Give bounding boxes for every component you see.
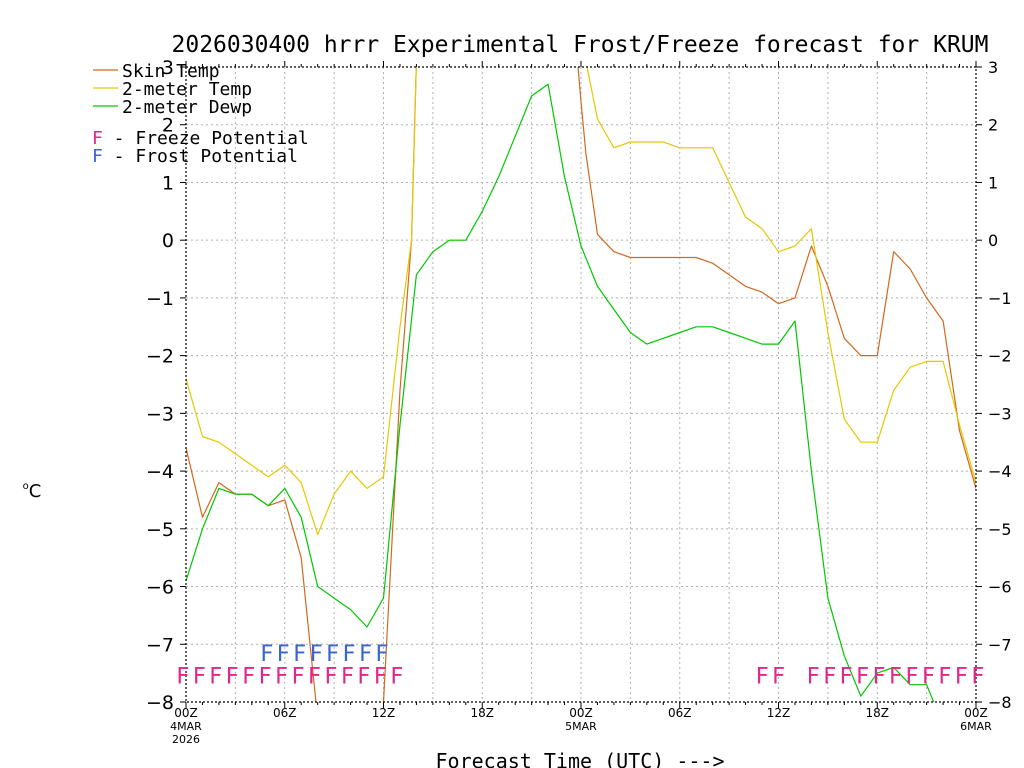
axes: −8 −8 −7 −7 −6 −6 −5 −5 −4 −4 −3 −3 −2 −2 −1 −1 0 0 1 1 2 2 3 3… [146, 57, 1012, 746]
y-tick-label-right: −1 [988, 289, 1012, 308]
freeze-marker: F [275, 664, 288, 689]
freeze-marker: F [839, 664, 852, 689]
freeze-marker: F [938, 664, 951, 689]
legend-freeze: F - Freeze Potential [92, 128, 309, 149]
frost-marker: F [309, 642, 322, 667]
freeze-marker: F [806, 664, 819, 689]
freeze-marker: F [922, 664, 935, 689]
legend-label: 2-meter Dewp [122, 97, 252, 118]
y-tick-label-right: −5 [988, 520, 1012, 539]
y-tick-label: −6 [146, 577, 174, 599]
y-tick-label: −7 [146, 634, 174, 656]
y-tick-label-right: 3 [988, 58, 998, 77]
frost-marker: F [326, 642, 339, 667]
legend-label: 2-meter Temp [122, 79, 252, 100]
freeze-marker: F [772, 664, 785, 689]
y-tick-label-right: −8 [988, 693, 1012, 712]
y-tick-label: −3 [146, 403, 174, 425]
freeze-marker: F [242, 664, 255, 689]
frost-marker: F [359, 642, 372, 667]
y-tick-label-right: −4 [988, 462, 1012, 481]
y-axis-label: oC [23, 481, 42, 502]
series-line-dewp [186, 83, 935, 702]
x-tick-label: 00Z [964, 706, 988, 720]
freeze-marker: F [955, 664, 968, 689]
y-tick-label: −8 [146, 692, 174, 714]
frost-letter: F [92, 146, 103, 167]
x-tick-label: 18Z [866, 706, 890, 720]
freeze-marker: F [258, 664, 271, 689]
x-tick-label: 18Z [471, 706, 495, 720]
legend-label: Skin Temp [122, 61, 220, 82]
freeze-marker: F [872, 664, 885, 689]
x-tick-year: 2026 [172, 733, 200, 746]
freeze-marker: F [324, 664, 337, 689]
gridlines [186, 67, 976, 702]
x-tick-date: 6MAR [960, 720, 992, 733]
freeze-marker: F [889, 664, 902, 689]
x-tick-label: 12Z [372, 706, 396, 720]
freeze-marker: F [390, 664, 403, 689]
y-tick-label: −4 [146, 461, 174, 483]
x-axis-label: Forecast Time (UTC) ---> [436, 749, 725, 768]
series-lines [186, 67, 976, 702]
freeze-marker: F [193, 664, 206, 689]
series-line-temp [186, 67, 976, 536]
y-tick-label-right: −7 [988, 635, 1012, 654]
x-tick-label: 00Z [569, 706, 593, 720]
freeze-marker: F [755, 664, 768, 689]
x-tick-date: 4MAR [170, 720, 202, 733]
y-tick-label: −1 [146, 288, 174, 310]
x-tick-label: 06Z [273, 706, 297, 720]
frost-marker: F [293, 642, 306, 667]
x-tick-date: 5MAR [565, 720, 597, 733]
freeze-marker: F [176, 664, 189, 689]
y-tick-label: 0 [162, 230, 174, 252]
y-tick-label-right: 2 [988, 116, 998, 135]
x-tick-label: 12Z [767, 706, 791, 720]
frost-marker: F [375, 642, 388, 667]
freeze-marker: F [341, 664, 354, 689]
y-tick-label-right: −3 [988, 404, 1012, 423]
series-line-skin [186, 67, 976, 702]
freeze-text: - Freeze Potential [103, 128, 309, 149]
y-tick-label-right: −6 [988, 578, 1012, 597]
x-tick-label: 00Z [174, 706, 198, 720]
freeze-letter: F [92, 128, 103, 149]
potential-markers: F F F F F F F FF F F F F F F F F F F F F F F F F F F F F F F F F F F [176, 642, 984, 690]
chart-title: 2026030400 hrrr Experimental Frost/Freez… [172, 32, 989, 58]
frost-marker: F [342, 642, 355, 667]
y-tick-label-right: 1 [988, 173, 998, 192]
frost-marker: F [260, 642, 273, 667]
y-tick-label: 3 [162, 57, 174, 79]
x-tick-label: 06Z [668, 706, 692, 720]
freeze-marker: F [905, 664, 918, 689]
y-tick-label: 2 [162, 115, 174, 137]
frost-marker: F [277, 642, 290, 667]
legend-frost: F - Frost Potential [92, 146, 298, 167]
y-tick-label: −5 [146, 519, 174, 541]
frost-text: - Frost Potential [103, 146, 298, 167]
freeze-marker: F [357, 664, 370, 689]
y-tick-label: −2 [146, 346, 174, 368]
freeze-marker: F [209, 664, 222, 689]
freeze-marker: F [856, 664, 869, 689]
freeze-marker: F [374, 664, 387, 689]
y-tick-label-right: −2 [988, 347, 1012, 366]
freeze-marker: F [226, 664, 239, 689]
y-tick-label: 1 [162, 172, 174, 194]
freeze-marker: F [291, 664, 304, 689]
freeze-marker: F [971, 664, 984, 689]
freeze-marker: F [823, 664, 836, 689]
y-tick-label-right: 0 [988, 231, 998, 250]
freeze-marker: F [308, 664, 321, 689]
